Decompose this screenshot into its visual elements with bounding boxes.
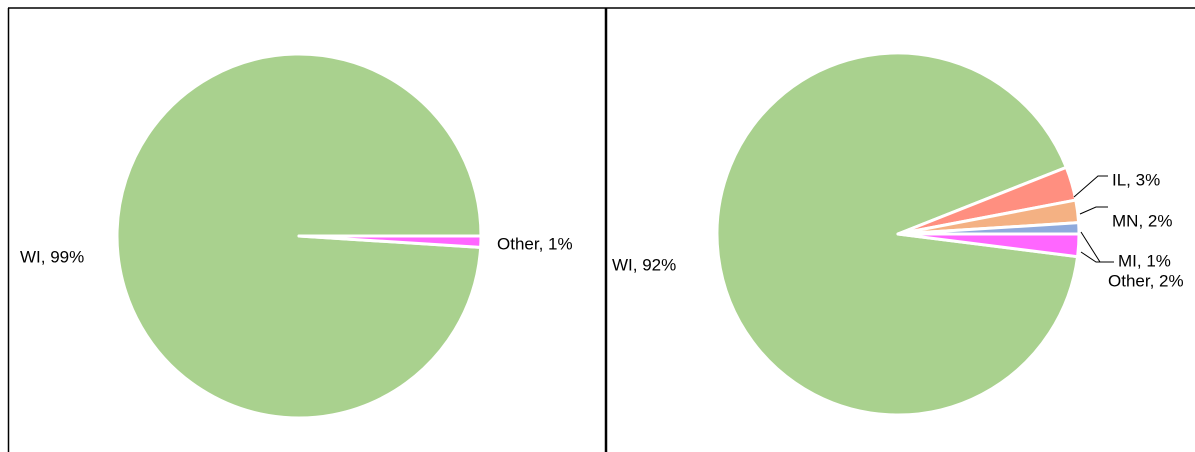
leader-line <box>1080 251 1106 263</box>
data-label: WI, 99% <box>20 247 84 266</box>
leader-line <box>1079 206 1108 215</box>
leader-line <box>1073 175 1108 198</box>
data-label: MI, 1% <box>1118 251 1171 270</box>
data-label: Other, 2% <box>1108 271 1184 290</box>
pie-slice <box>297 234 483 249</box>
data-label: WI, 92% <box>612 255 676 274</box>
leader-lines <box>1073 175 1114 263</box>
data-label: IL, 3% <box>1112 170 1160 189</box>
pie-slice <box>896 232 1081 259</box>
data-label: MN, 2% <box>1112 211 1172 230</box>
data-label: Other, 1% <box>497 234 573 253</box>
